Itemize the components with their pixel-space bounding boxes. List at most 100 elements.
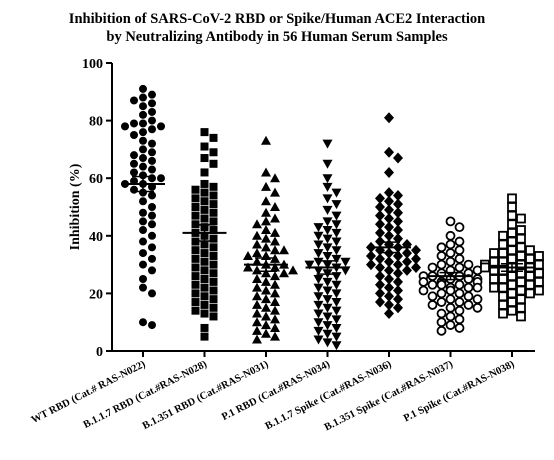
- data-point: [200, 179, 209, 188]
- data-point: [200, 332, 209, 341]
- data-point: [454, 314, 465, 325]
- data-point: [148, 174, 156, 183]
- chart-title: Inhibition of SARS-CoV-2 RBD or Spike/Hu…: [0, 10, 554, 46]
- data-point: [200, 142, 209, 151]
- data-point: [375, 201, 385, 213]
- data-point: [375, 218, 385, 230]
- data-point: [139, 318, 147, 327]
- data-point: [139, 84, 147, 93]
- data-point: [261, 285, 271, 295]
- data-point: [384, 166, 394, 178]
- data-point: [322, 205, 333, 215]
- data-point: [445, 285, 456, 296]
- data-point: [200, 292, 209, 301]
- data-point: [384, 187, 394, 199]
- data-point: [507, 228, 517, 238]
- data-point: [139, 93, 147, 102]
- data-point: [384, 256, 394, 268]
- data-point: [270, 297, 280, 307]
- data-point: [375, 227, 385, 239]
- data-point: [525, 271, 535, 282]
- data-point: [121, 122, 129, 131]
- data-point: [209, 243, 218, 252]
- data-point: [209, 251, 218, 260]
- data-point: [454, 245, 465, 256]
- data-point: [191, 272, 200, 281]
- data-point: [313, 300, 324, 310]
- data-point: [498, 248, 508, 258]
- data-point: [384, 308, 394, 320]
- data-point: [139, 226, 147, 235]
- data-point: [148, 211, 156, 220]
- x-tick-label: WT RBD (Cat.# RAS-N022): [30, 359, 148, 426]
- data-point: [402, 247, 412, 259]
- data-point: [148, 116, 156, 125]
- data-point: [200, 205, 209, 214]
- data-point: [139, 110, 147, 119]
- data-point: [130, 168, 138, 177]
- data-point: [191, 203, 200, 211]
- data-point: [252, 291, 262, 301]
- data-point: [191, 263, 200, 272]
- data-point: [191, 185, 200, 194]
- data-point: [393, 224, 403, 236]
- data-point: [418, 285, 429, 296]
- data-point: [270, 236, 280, 246]
- data-point: [393, 207, 403, 219]
- data-point: [375, 296, 385, 308]
- data-point: [270, 322, 280, 332]
- data-point: [322, 174, 333, 184]
- data-point: [375, 192, 385, 204]
- data-point: [498, 274, 508, 284]
- data-point: [393, 189, 403, 201]
- data-point: [313, 309, 324, 319]
- data-point: [445, 294, 456, 305]
- data-point: [191, 280, 200, 289]
- data-point: [252, 325, 262, 335]
- data-point: [445, 248, 456, 258]
- data-point: [209, 182, 218, 191]
- data-point: [393, 285, 403, 297]
- data-point: [200, 249, 209, 258]
- data-point: [384, 273, 394, 285]
- series-2-points: [191, 128, 218, 341]
- data-point: [270, 271, 280, 281]
- data-point: [454, 279, 465, 290]
- data-point: [436, 242, 447, 253]
- data-point: [322, 243, 333, 253]
- data-point: [436, 308, 447, 319]
- data-point: [252, 248, 262, 258]
- data-point: [148, 231, 156, 240]
- data-point: [525, 253, 535, 264]
- data-point: [243, 250, 253, 260]
- data-point: [270, 213, 280, 223]
- data-point: [489, 256, 499, 267]
- data-point: [200, 300, 209, 309]
- data-point: [209, 200, 218, 209]
- data-point: [139, 154, 147, 163]
- y-axis-label: Inhibition (%): [68, 163, 83, 250]
- data-point: [454, 253, 465, 264]
- data-point: [209, 303, 218, 312]
- data-point: [322, 217, 333, 227]
- data-point: [148, 203, 156, 211]
- data-point: [148, 125, 156, 134]
- data-point: [270, 173, 280, 183]
- data-point: [516, 225, 526, 235]
- data-point: [252, 299, 262, 309]
- y-tick-label: 20: [89, 287, 103, 302]
- data-point: [507, 236, 517, 247]
- data-point: [498, 230, 508, 241]
- data-point: [304, 260, 315, 270]
- data-point: [191, 254, 200, 263]
- data-point: [252, 334, 262, 344]
- series-1-points: [121, 84, 165, 330]
- data-point: [279, 268, 289, 278]
- data-point: [411, 244, 421, 256]
- data-point: [313, 240, 324, 250]
- data-point: [393, 215, 403, 227]
- data-point: [261, 167, 271, 177]
- data-point: [139, 128, 147, 137]
- data-point: [402, 264, 412, 276]
- data-point: [270, 331, 280, 341]
